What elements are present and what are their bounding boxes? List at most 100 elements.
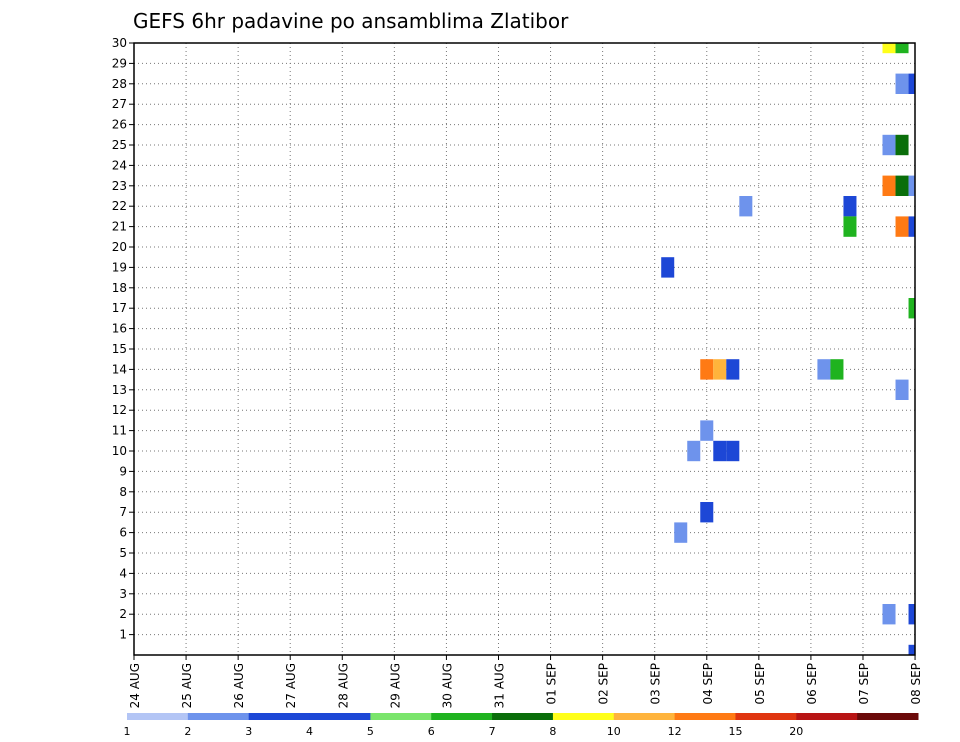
y-axis: 1234567891011121314151617181920212223242… [112,36,134,642]
precip-cell [830,359,844,380]
precip-cell [908,298,915,319]
colorbar-swatch [674,713,736,720]
precip-cell [700,359,714,380]
precip-cell [908,175,915,196]
precip-cell [908,644,915,655]
colorbar-swatch [613,713,676,720]
y-tick-label: 10 [112,444,127,458]
precip-cell [713,440,727,462]
y-tick-label: 8 [119,485,127,499]
x-tick-label: 30 AUG [440,663,454,708]
x-tick-label: 02 SEP [597,663,611,705]
colorbar-label: 10 [607,725,621,738]
y-tick-label: 14 [112,362,127,376]
x-tick-label: 04 SEP [701,663,715,705]
y-tick-label: 5 [119,546,127,560]
precip-cell [895,216,909,237]
y-tick-label: 7 [119,505,127,519]
precip-cell [687,440,701,462]
colorbar-swatch [796,713,858,720]
x-tick-label: 01 SEP [545,663,559,705]
y-tick-label: 22 [112,199,127,213]
y-tick-label: 2 [119,607,127,621]
chart-title: GEFS 6hr padavine po ansamblima Zlatibor [133,9,569,33]
colorbar-swatch [248,713,311,720]
y-tick-label: 24 [112,158,127,172]
y-tick-label: 12 [112,403,127,417]
y-tick-label: 15 [112,342,127,356]
y-tick-label: 16 [112,322,127,336]
y-tick-label: 20 [112,240,127,254]
precip-cell [908,216,915,237]
y-tick-label: 27 [112,97,127,111]
y-tick-label: 30 [112,36,127,50]
precip-cell [713,359,727,380]
colorbar-swatch [552,713,615,720]
x-tick-label: 24 AUG [128,663,142,708]
x-axis: 24 AUG 25 AUG 26 AUG 27 AUG 28 AUG 29 AUG 30 A… [128,655,923,708]
colorbar-label: 2 [184,725,191,738]
y-tick-label: 6 [119,526,127,540]
precip-cell [882,43,896,54]
colorbar-label: 8 [549,725,556,738]
colorbar-label: 7 [489,725,496,738]
x-tick-label: 05 SEP [753,663,767,705]
y-tick-label: 17 [112,301,127,315]
colorbar-label: 15 [728,725,742,738]
colorbar-swatch [431,713,493,720]
colorbar-label: 12 [668,725,682,738]
y-tick-label: 28 [112,77,127,91]
precip-cell [843,216,857,237]
y-tick-label: 4 [119,566,127,580]
y-tick-label: 26 [112,118,127,132]
precip-cell [700,420,714,441]
y-tick-label: 23 [112,179,127,193]
x-tick-label: 03 SEP [649,663,663,705]
precip-cell [674,522,688,543]
precip-cell [739,196,753,217]
plot-frame [133,42,916,656]
colorbar-swatch [187,713,250,720]
precip-cell [661,257,675,278]
precip-cell [882,175,896,196]
y-tick-label: 11 [112,424,127,438]
colorbar-swatch [492,713,554,720]
precip-cell [895,379,909,400]
x-tick-label: 25 AUG [180,663,194,708]
colorbar-label: 20 [789,725,803,738]
y-tick-label: 18 [112,281,127,295]
y-tick-label: 19 [112,260,127,274]
precip-cell [726,440,740,462]
precip-cell [726,359,740,380]
y-tick-label: 3 [119,587,127,601]
precip-cell [908,73,915,94]
x-tick-label: 26 AUG [232,663,246,708]
x-tick-label: 08 SEP [909,663,923,705]
colorbar-label: 1 [124,725,131,738]
precip-cell [895,175,909,196]
y-tick-label: 25 [112,138,127,152]
colorbar-swatch [370,713,432,720]
precip-cells [661,43,915,655]
colorbar-swatch [309,713,371,720]
precip-cell [908,604,915,625]
precip-cell [700,502,714,523]
colorbar-swatch [735,713,797,720]
y-tick-label: 9 [119,464,127,478]
precip-cell [895,134,909,156]
precip-cell [843,196,857,217]
precip-cell [882,134,896,156]
x-tick-label: 06 SEP [805,663,819,705]
colorbar-label: 3 [245,725,252,738]
y-tick-label: 29 [112,56,127,70]
precip-cell [882,604,896,625]
grid-lines [134,43,915,655]
precip-cell [895,43,909,54]
x-tick-label: 27 AUG [284,663,298,708]
precip-cell [817,359,831,380]
colorbar-label: 5 [367,725,374,738]
colorbar-label: 6 [428,725,435,738]
y-tick-label: 21 [112,220,127,234]
x-tick-label: 07 SEP [857,663,871,705]
